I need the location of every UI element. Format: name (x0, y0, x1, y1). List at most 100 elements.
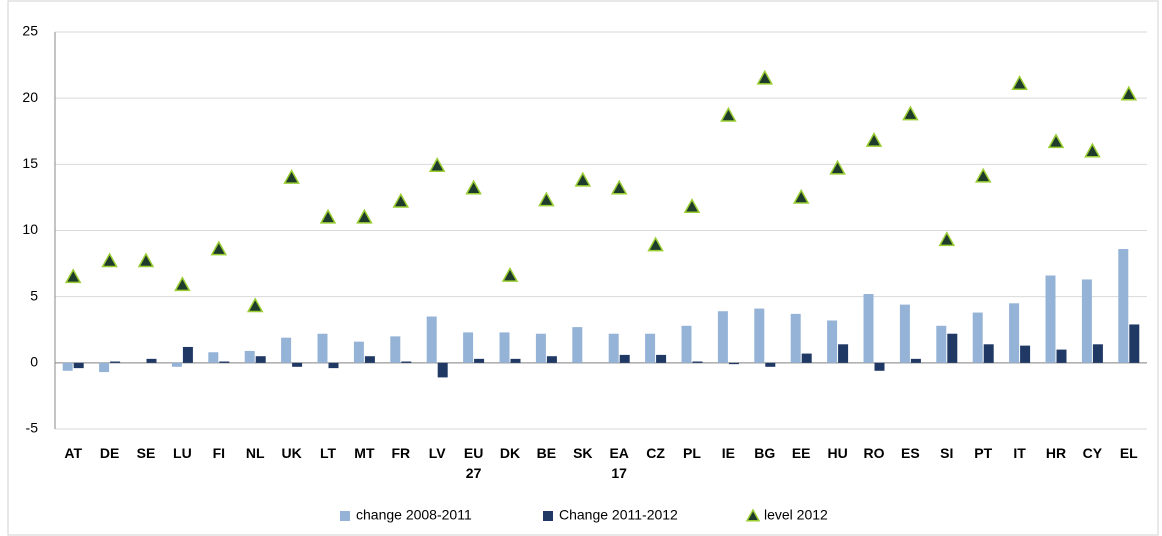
bar (572, 327, 583, 363)
x-tick-label: IE (721, 445, 735, 461)
bar (328, 362, 339, 369)
x-tick-label: EA 17 (609, 445, 629, 481)
bar (437, 362, 448, 378)
bar (936, 325, 947, 363)
bar (801, 353, 812, 363)
level-marker (574, 171, 592, 187)
y-tick-label: 25 (22, 23, 38, 39)
bar (62, 362, 73, 371)
legend-swatch (745, 508, 761, 522)
bar (317, 333, 328, 363)
level-marker (465, 179, 482, 195)
level-marker (720, 106, 737, 122)
x-tick-label: IT (1013, 445, 1026, 461)
bar (401, 361, 412, 363)
level-marker (319, 208, 337, 224)
x-tick-label: DK (499, 445, 521, 461)
bar (390, 336, 401, 363)
bar (656, 354, 667, 363)
level-marker (647, 236, 664, 252)
y-tick-label: 0 (30, 354, 38, 370)
bar (765, 362, 776, 367)
x-tick-label: EE (791, 445, 811, 461)
x-tick-label: FR (391, 445, 411, 461)
level-marker (938, 231, 956, 247)
level-marker (283, 169, 300, 184)
x-tick-label: SE (136, 445, 156, 461)
bar (681, 325, 692, 363)
bar (463, 332, 474, 363)
y-tick-label: -5 (26, 420, 39, 436)
bar (728, 362, 739, 365)
bar (474, 358, 485, 363)
bar (208, 352, 219, 363)
x-tick-label: PT (974, 445, 993, 461)
bar (910, 358, 921, 363)
bar (874, 362, 885, 371)
x-tick-label: CY (1082, 445, 1103, 461)
y-tick-label: 10 (22, 221, 38, 237)
x-tick-label: BE (536, 445, 557, 461)
bar (1118, 249, 1129, 363)
bar (972, 312, 983, 363)
bar (1129, 324, 1140, 363)
x-tick-label: FI (212, 445, 226, 461)
bar (1009, 303, 1020, 363)
bar (619, 354, 630, 363)
bar (146, 358, 157, 363)
bar (499, 332, 510, 363)
bar (608, 333, 619, 363)
bar (281, 337, 292, 363)
legend-label: change 2008-2011 (356, 507, 472, 523)
level-marker (1011, 75, 1028, 90)
level-marker (101, 252, 118, 268)
level-marker (356, 208, 373, 224)
x-tick-label: SI (940, 445, 954, 461)
bar (947, 333, 958, 363)
x-tick-label: LU (173, 445, 192, 461)
bar (838, 344, 849, 363)
bar (1081, 279, 1092, 363)
x-tick-label: MT (354, 445, 375, 461)
bar (244, 350, 255, 363)
level-marker (64, 268, 82, 284)
legend-label: Change 2011-2012 (559, 507, 678, 523)
level-marker (137, 252, 155, 268)
frame (7, 0, 1159, 536)
x-tick-label: UK (281, 445, 302, 461)
x-tick-label: LV (428, 445, 446, 461)
bar (827, 320, 838, 363)
bar (754, 308, 765, 363)
bar (1045, 275, 1056, 363)
x-tick-label: BG (754, 445, 776, 461)
legend-swatch (543, 511, 553, 521)
level-marker (1047, 133, 1065, 149)
level-marker (428, 157, 446, 173)
level-marker (829, 159, 846, 175)
bar (717, 311, 728, 363)
bar (426, 316, 437, 363)
bar (790, 313, 801, 363)
level-marker (246, 297, 264, 313)
x-tick-label: PL (683, 445, 701, 461)
bar (353, 341, 364, 363)
x-tick-label: NL (245, 445, 265, 461)
x-tick-label: CZ (646, 445, 665, 461)
x-tick-label: HU (827, 445, 848, 461)
level-marker (756, 69, 774, 85)
bar (1056, 349, 1067, 363)
level-marker (1120, 85, 1138, 101)
level-marker (792, 188, 810, 204)
bar (171, 362, 182, 367)
bar (99, 362, 110, 373)
x-tick-label: ES (901, 445, 920, 461)
bar (255, 356, 266, 363)
level-marker (210, 240, 228, 256)
y-tick-label: 15 (22, 155, 38, 171)
bar (546, 356, 557, 363)
bar (645, 333, 656, 363)
bar (692, 361, 703, 363)
level-marker (902, 105, 919, 121)
